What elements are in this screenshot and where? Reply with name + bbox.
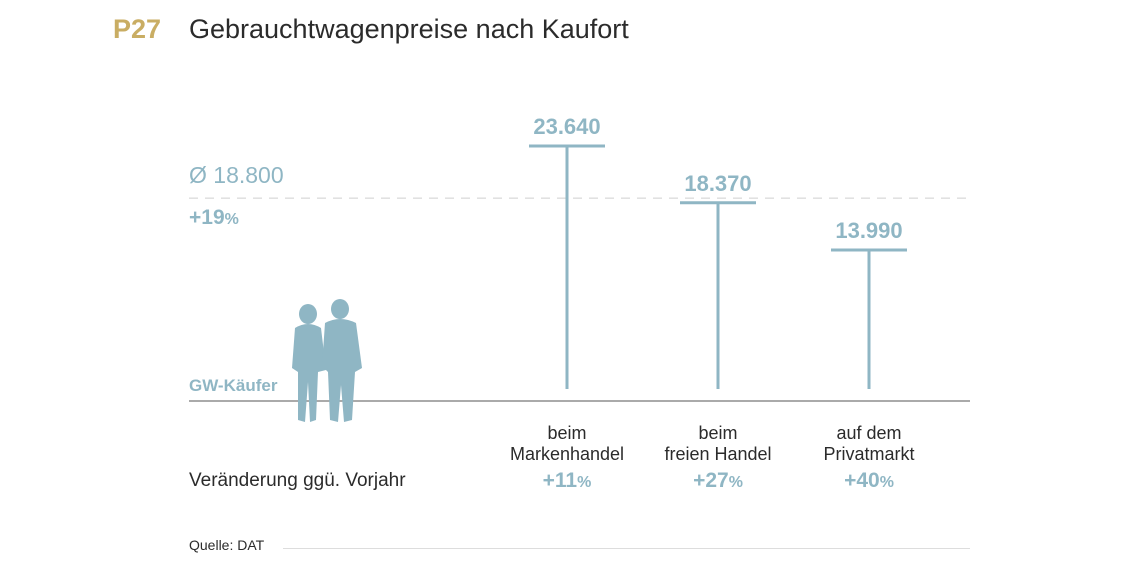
value-label-1: 18.370 — [684, 171, 751, 196]
category-label-2-line-2: Privatmarkt — [823, 444, 915, 464]
category-change-1-unit: % — [728, 474, 743, 491]
average-change-value: +19 — [189, 206, 225, 229]
category-change-1-value: +27 — [693, 469, 729, 492]
average-change-unit: % — [224, 211, 239, 228]
category-change-0-unit: % — [577, 474, 592, 491]
average-price-label: Ø 18.800 — [189, 162, 284, 188]
category-label-0-line-1: beim — [547, 423, 587, 443]
category-change-0-value: +11 — [542, 469, 578, 492]
category-label-2-line-1: auf dem — [836, 423, 902, 443]
value-label-0: 23.640 — [533, 114, 600, 139]
category-change-1: +27% — [643, 469, 793, 493]
category-change-0: +11% — [492, 469, 642, 493]
buyers-silhouette-icon — [292, 299, 362, 422]
chart-title: Gebrauchtwagenpreise nach Kaufort — [189, 14, 629, 44]
source-divider — [283, 548, 970, 549]
change-caption: Veränderung ggü. Vorjahr — [189, 470, 406, 491]
category-label-1-line-2: freien Handel — [664, 444, 772, 464]
source-note: Quelle: DAT — [189, 537, 265, 553]
category-change-2-value: +40 — [844, 469, 880, 492]
category-label-1-line-1: beim — [698, 423, 738, 443]
category-label-1: beim freien Handel — [643, 423, 793, 465]
chart-code: P27 — [113, 14, 162, 44]
average-change: +19% — [189, 206, 239, 230]
category-change-2: +40% — [794, 469, 944, 493]
category-change-2-unit: % — [879, 474, 894, 491]
value-label-2: 13.990 — [835, 218, 902, 243]
buyer-label: GW-Käufer — [189, 376, 278, 395]
category-label-2: auf dem Privatmarkt — [794, 423, 944, 465]
category-label-0-line-2: Markenhandel — [509, 444, 625, 464]
category-label-0: beim Markenhandel — [492, 423, 642, 465]
